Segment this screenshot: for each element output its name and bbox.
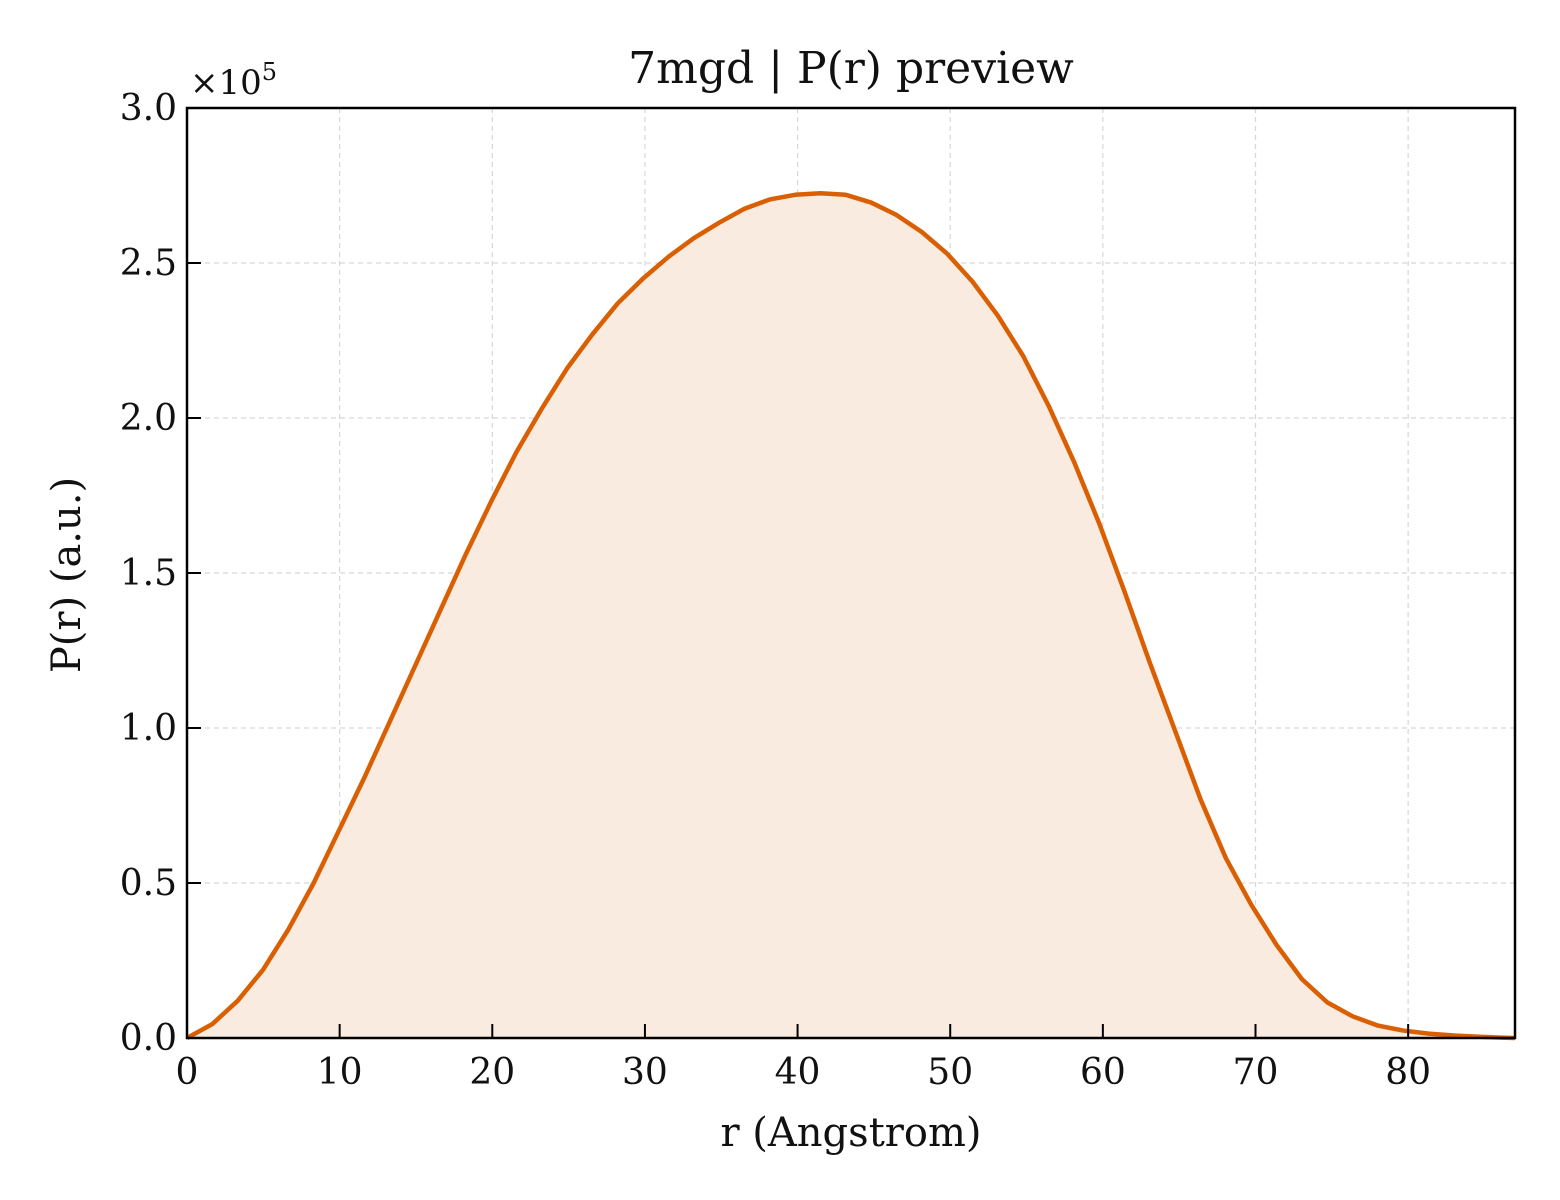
x-tick-label: 60 xyxy=(1080,1052,1126,1093)
x-tick-label: 40 xyxy=(775,1052,821,1093)
series-line xyxy=(185,191,1516,1041)
y-multiplier-base: ×10 xyxy=(190,63,262,103)
y-multiplier: ×105 xyxy=(190,58,277,103)
y-tick-label: 0.0 xyxy=(120,1018,177,1059)
x-tick-label: 10 xyxy=(317,1052,363,1093)
y-tick-label: 1.5 xyxy=(120,553,177,594)
chart-title: 7mgd | P(r) preview xyxy=(628,43,1074,94)
y-multiplier-exponent: 5 xyxy=(262,58,277,86)
y-tick-label: 2.0 xyxy=(120,398,177,439)
x-tick-label: 0 xyxy=(176,1052,199,1093)
x-tick-label: 30 xyxy=(622,1052,668,1093)
x-tick-label: 80 xyxy=(1385,1052,1431,1093)
y-tick-label: 2.5 xyxy=(120,243,177,284)
x-axis-label: r (Angstrom) xyxy=(720,1110,981,1156)
tick-marks xyxy=(186,107,1410,1039)
y-tick-label: 3.0 xyxy=(120,88,177,129)
x-tick-labels: 0 10 20 30 40 50 60 70 80 xyxy=(176,1052,1432,1093)
y-axis-label: P(r) (a.u.) xyxy=(44,477,90,673)
y-tick-label: 0.5 xyxy=(120,863,177,904)
y-tick-labels: 0.0 0.5 1.0 1.5 2.0 2.5 3.0 xyxy=(120,88,177,1059)
x-tick-label: 70 xyxy=(1233,1052,1279,1093)
x-tick-label: 20 xyxy=(469,1052,515,1093)
y-tick-label: 1.0 xyxy=(120,708,177,749)
x-tick-label: 50 xyxy=(927,1052,973,1093)
area-fill xyxy=(187,193,1515,1038)
